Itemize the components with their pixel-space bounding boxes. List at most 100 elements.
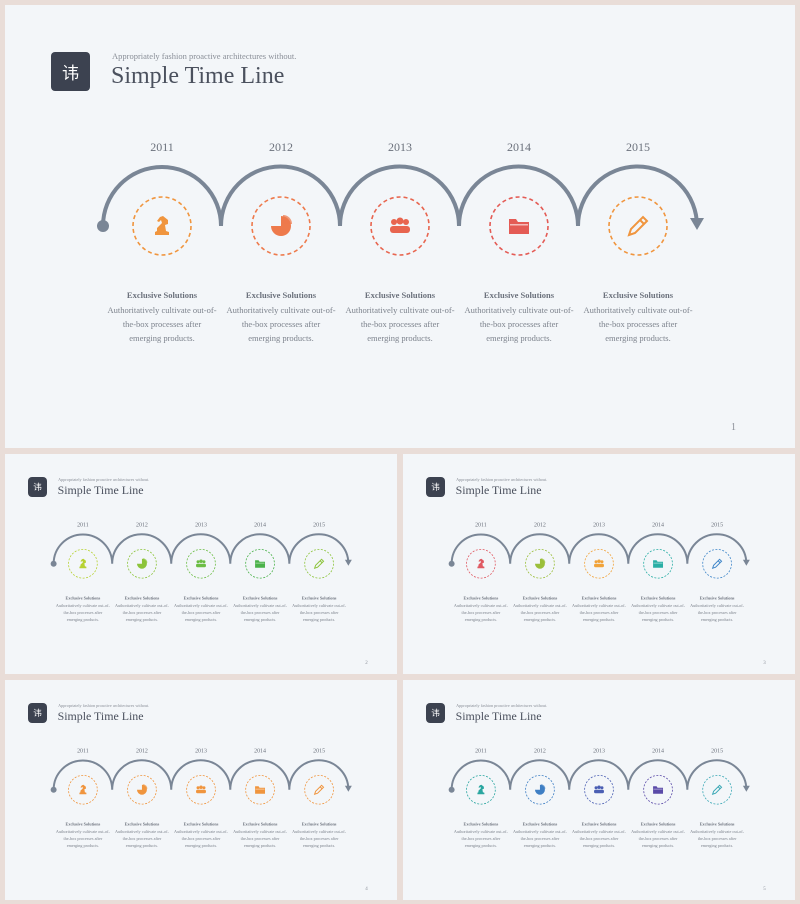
slide-4[interactable]: 讳 Appropriately fashion proactive archite…: [5, 680, 397, 900]
pie-chart-icon: [534, 558, 546, 569]
item-heading: Exclusive Solutions: [184, 595, 219, 600]
item-description-line: Authoritatively cultivate out-of-: [572, 603, 627, 608]
group-icon: [196, 559, 206, 568]
item-description-line: the-box processes after: [123, 836, 162, 841]
folder-icon: [255, 786, 266, 794]
icon-ring: [608, 196, 668, 256]
folder-icon: [509, 219, 529, 234]
timeline-graphic: 2011 Exclusive Solutions Authoritatively c…: [50, 749, 352, 848]
timeline-arc: [450, 533, 748, 564]
timeline-graphic: 2011 Exclusive Solutions Authoritatively c…: [50, 523, 352, 622]
item-heading: Exclusive Solutions: [246, 290, 317, 300]
pencil-icon: [313, 784, 325, 796]
timeline-start-dot: [50, 560, 57, 567]
timeline-arc: [101, 164, 699, 227]
timeline-start-dot: [448, 786, 455, 793]
timeline-arrowhead: [690, 218, 704, 230]
item-description-line: emerging products.: [248, 333, 313, 343]
item-description-line: the-box processes after: [698, 836, 737, 841]
item-description-line: the-box processes after: [462, 610, 501, 615]
item-description-line: emerging products.: [303, 617, 335, 622]
item-description-line: Authoritatively cultivate out-of-: [233, 603, 288, 608]
chess-knight-icon: [79, 784, 87, 795]
item-description-line: emerging products.: [701, 617, 733, 622]
timeline-start-dot: [97, 220, 109, 232]
item-heading: Exclusive Solutions: [582, 821, 617, 826]
slide-2[interactable]: 讳 Appropriately fashion proactive archite…: [5, 454, 397, 674]
timeline-year: 2014: [507, 140, 531, 154]
timeline-year: 2013: [593, 749, 605, 755]
timeline-year: 2011: [475, 523, 487, 529]
item-description-line: emerging products.: [126, 843, 158, 848]
timeline-arc: [52, 759, 350, 790]
item-description-line: the-box processes after: [300, 610, 339, 615]
item-description-line: the-box processes after: [123, 610, 162, 615]
pie-chart-icon: [136, 784, 148, 795]
item-heading: Exclusive Solutions: [464, 595, 499, 600]
item-description-line: emerging products.: [465, 617, 497, 622]
timeline-year: 2013: [388, 140, 412, 154]
item-description-line: the-box processes after: [639, 836, 678, 841]
page-number: 4: [365, 886, 368, 892]
item-description-line: the-box processes after: [639, 610, 678, 615]
timeline-start-dot: [50, 786, 57, 793]
icon-ring: [186, 548, 216, 579]
slide-5[interactable]: 讳 Appropriately fashion proactive archite…: [403, 680, 795, 900]
pencil-icon: [711, 784, 723, 796]
item-heading: Exclusive Solutions: [127, 290, 198, 300]
item-description-line: the-box processes after: [64, 836, 103, 841]
icon-ring: [304, 548, 334, 579]
timeline-year: 2015: [313, 523, 325, 529]
slide-3[interactable]: 讳 Appropriately fashion proactive archite…: [403, 454, 795, 674]
icon-ring: [304, 774, 334, 805]
timeline-year: 2012: [534, 523, 546, 529]
item-description-line: Authoritatively cultivate out-of-: [572, 829, 627, 834]
item-heading: Exclusive Solutions: [66, 595, 101, 600]
slide-title: Simple Time Line: [455, 708, 542, 723]
timeline-year: 2014: [254, 749, 266, 755]
item-description-line: emerging products.: [486, 333, 551, 343]
timeline-graphic: 2011 Exclusive Solutions Authoritatively c…: [448, 749, 750, 848]
timeline-start-dot: [448, 560, 455, 567]
folder-icon: [255, 560, 266, 568]
item-heading: Exclusive Solutions: [365, 290, 436, 300]
item-heading: Exclusive Solutions: [603, 290, 674, 300]
item-description-line: the-box processes after: [462, 836, 501, 841]
item-description-line: Authoritatively cultivate out-of-: [174, 603, 229, 608]
item-description-line: the-box processes after: [521, 610, 560, 615]
item-description-line: Authoritatively cultivate out-of-: [56, 829, 111, 834]
item-description-line: the-box processes after: [361, 319, 440, 329]
item-description-line: Authoritatively cultivate out-of-: [174, 829, 229, 834]
item-description-line: Authoritatively cultivate out-of-: [690, 829, 745, 834]
item-description-line: emerging products.: [583, 843, 615, 848]
item-description-line: emerging products.: [583, 617, 615, 622]
title-logo-icon: 讳: [51, 52, 90, 91]
title-logo-icon: 讳: [27, 703, 48, 723]
item-description-line: emerging products.: [244, 617, 276, 622]
item-description-line: Authoritatively cultivate out-of-: [583, 305, 692, 315]
item-description-line: Authoritatively cultivate out-of-: [513, 829, 568, 834]
folder-icon: [653, 786, 664, 794]
slide-title: Simple Time Line: [57, 482, 144, 497]
page-number: 1: [731, 422, 736, 433]
timeline-year: 2013: [195, 749, 207, 755]
item-heading: Exclusive Solutions: [302, 821, 337, 826]
item-description-line: Authoritatively cultivate out-of-: [631, 829, 686, 834]
timeline-year: 2011: [77, 523, 89, 529]
timeline-year: 2015: [626, 140, 650, 154]
item-heading: Exclusive Solutions: [464, 821, 499, 826]
icon-ring: [584, 548, 614, 579]
item-description-line: the-box processes after: [698, 610, 737, 615]
item-heading: Exclusive Solutions: [641, 595, 676, 600]
item-description-line: Authoritatively cultivate out-of-: [513, 603, 568, 608]
timeline-graphic: 2011 Exclusive Solutions Authoritatively c…: [97, 140, 704, 343]
timeline-year: 2011: [475, 749, 487, 755]
slide-1[interactable]: 讳 Appropriately fashion proactive archite…: [5, 5, 795, 448]
timeline-year: 2015: [711, 749, 723, 755]
icon-ring: [251, 196, 311, 256]
chess-knight-icon: [155, 216, 169, 235]
item-description-line: the-box processes after: [64, 610, 103, 615]
item-description-line: the-box processes after: [480, 319, 559, 329]
item-description-line: emerging products.: [244, 843, 276, 848]
timeline-year: 2014: [254, 523, 266, 529]
